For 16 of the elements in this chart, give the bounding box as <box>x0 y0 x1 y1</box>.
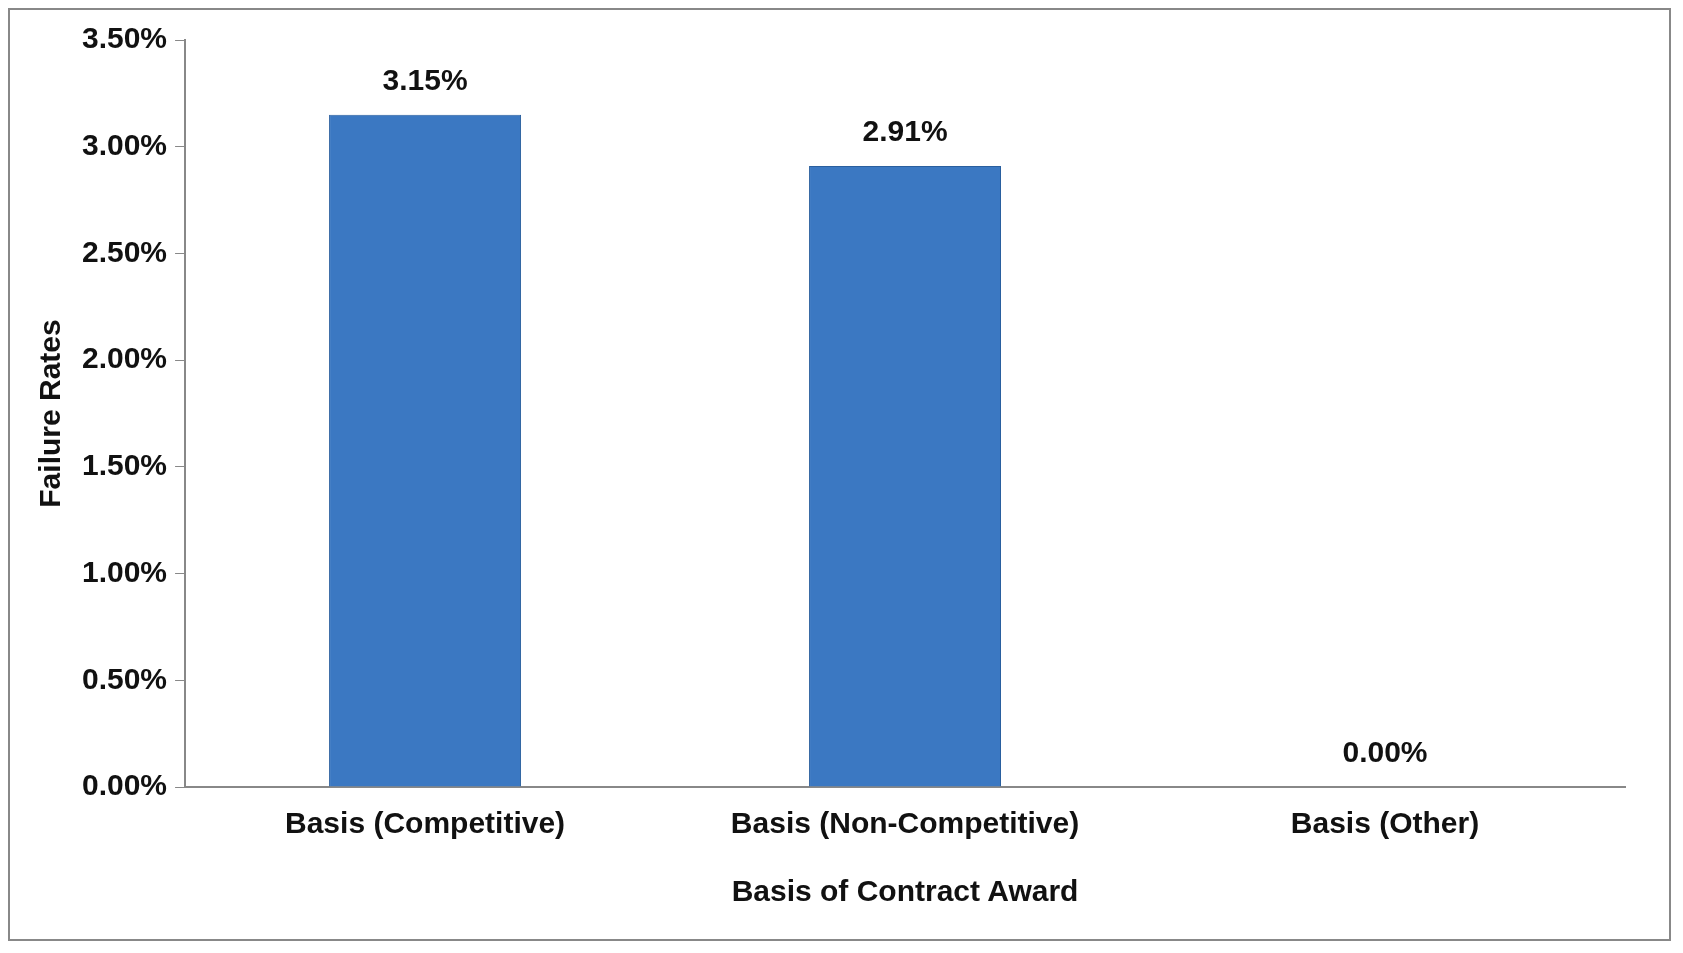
y-tick-label: 0.50% <box>81 661 168 695</box>
y-tick-label: 0.00% <box>81 768 168 802</box>
y-tick-label: 3.50% <box>81 21 168 55</box>
data-label: 2.91% <box>862 114 948 148</box>
x-axis-title: Basis of Contract Award <box>731 874 1079 908</box>
data-label: 3.15% <box>382 62 468 96</box>
y-axis-title: Failure Rates <box>33 319 67 508</box>
x-tick-label: Basis (Other) <box>1290 806 1480 840</box>
x-tick-label: Basis (Competitive) <box>285 806 566 840</box>
y-tick-label: 1.50% <box>81 448 168 482</box>
data-label: 0.00% <box>1342 735 1428 769</box>
y-tick-label: 2.50% <box>81 234 168 268</box>
y-tick-label: 1.00% <box>81 554 168 588</box>
x-tick-label: Basis (Non-Competitive) <box>730 806 1080 840</box>
y-tick-label: 3.00% <box>81 127 168 161</box>
y-tick-label: 2.00% <box>81 341 168 375</box>
